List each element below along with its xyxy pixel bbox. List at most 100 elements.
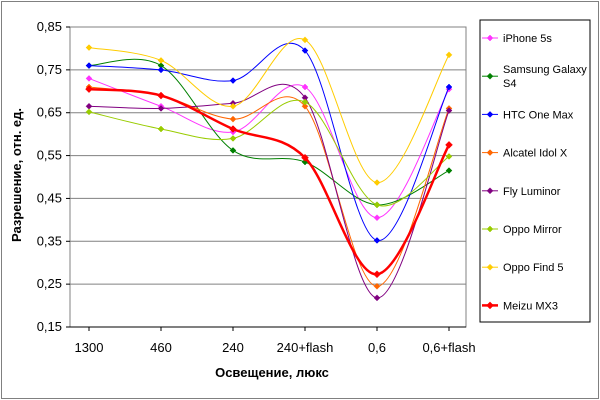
series-line [88,58,450,206]
series-6 [85,98,453,209]
data-point-marker [445,107,453,114]
legend-label: Fly Luminor [503,186,561,198]
grid [70,26,466,285]
legend-label: Oppo Mirror [503,224,562,236]
plot-area [69,26,467,328]
data-point-marker [85,102,93,110]
data-point-marker [301,47,309,54]
x-tick-label: 0,6 [368,340,386,355]
data-point-marker [85,75,93,82]
data-point-marker [373,214,381,222]
data-point-marker [301,36,309,44]
data-point-marker [373,282,381,290]
x-tick-label: 240+flash [277,340,334,355]
series-7 [85,36,453,186]
data-point-marker [445,83,453,91]
data-point-marker [85,85,93,93]
legend-item: Alcatel Idol X [482,148,568,160]
series-2 [85,58,453,209]
y-tick-label: 0,65 [37,105,62,120]
y-tick-label: 0,75 [37,62,62,77]
legend-label-line: iPhone 5s [503,33,552,45]
y-axis-title: Разрешение, отн. ед. [9,108,24,242]
data-point-marker [301,102,309,110]
y-axis: 0,15 0,25 0,35 0,45 0,55 0,65 0,75 0,85 [37,19,70,334]
legend-label-line: Alcatel Idol X [503,148,568,160]
data-point-marker [445,167,453,174]
x-tick-label: 0,6+flash [422,340,475,355]
legend-label-line: Meizu MX3 [503,300,558,312]
legend-item: Oppo Find 5 [482,262,564,274]
legend-box [479,19,591,323]
series-8 [85,85,453,279]
legend-item: iPhone 5s [482,33,552,45]
data-point-marker [373,270,381,279]
legend-item: Meizu MX3 [482,300,558,312]
legend-label: Oppo Find 5 [503,262,564,274]
data-point-marker [85,108,93,116]
legend-label: Samsung Galaxy S4 [503,64,587,90]
data-point-marker [301,153,309,162]
legend-label: iPhone 5s [503,33,552,45]
x-tick-label: 240 [222,340,244,355]
data-point-marker [486,111,494,118]
data-point-marker [229,77,237,84]
data-point-marker [486,72,494,80]
series-line [88,99,450,207]
data-point-marker [373,294,381,302]
data-point-marker [373,237,381,244]
series [85,36,453,302]
data-point-marker [157,105,165,112]
legend-item: HTC One Max [482,109,574,121]
legend-item: Oppo Mirror [482,224,562,236]
legend-label: HTC One Max [503,109,574,121]
data-point-marker [301,83,309,91]
series-line [88,87,451,276]
legend-label: Meizu MX3 [503,300,558,312]
data-point-marker [486,301,494,310]
y-tick-label: 0,25 [37,276,62,291]
data-point-marker [486,34,494,42]
data-point-marker [486,187,494,195]
legend-label-line: S4 [503,78,516,90]
data-point-marker [445,153,453,160]
y-tick-label: 0,15 [37,319,62,334]
data-point-marker [157,125,165,133]
legend-label-line: Samsung Galaxy [503,64,587,76]
data-point-marker [486,263,494,271]
legend-label-line: HTC One Max [503,109,574,121]
data-point-marker [229,125,237,133]
x-axis-title: Освещение, люкс [215,365,329,380]
data-point-marker [85,44,93,51]
legend-label-line: Fly Luminor [503,186,561,198]
data-point-marker [373,179,381,186]
data-point-marker [486,149,494,156]
legend-label-line: Oppo Find 5 [503,262,564,274]
data-point-marker [157,91,165,100]
data-point-marker [157,57,165,64]
series-line [88,42,450,241]
legend-label-line: Oppo Mirror [503,224,562,236]
data-point-marker [301,98,309,106]
legend-item: Fly Luminor [482,186,561,198]
y-tick-label: 0,55 [37,148,62,163]
series-3 [85,42,453,244]
y-tick-label: 0,45 [37,190,62,205]
data-point-marker [229,115,237,123]
y-tick-label: 0,85 [37,19,62,34]
data-point-marker [486,225,494,233]
data-point-marker [85,62,93,69]
legend-label: Alcatel Idol X [503,148,568,160]
series-line [88,86,450,287]
data-point-marker [445,51,453,59]
legend-item: Samsung Galaxy S4 [482,64,587,90]
legend: iPhone 5s Samsung Galaxy S4 HTC One Max Alca… [479,19,591,323]
x-tick-label: 460 [150,340,172,355]
data-point-marker [229,147,237,154]
x-tick-label: 1300 [75,340,104,355]
data-point-marker [229,102,237,110]
data-point-marker [157,66,165,74]
series-5 [85,83,453,302]
series-line [88,77,450,219]
